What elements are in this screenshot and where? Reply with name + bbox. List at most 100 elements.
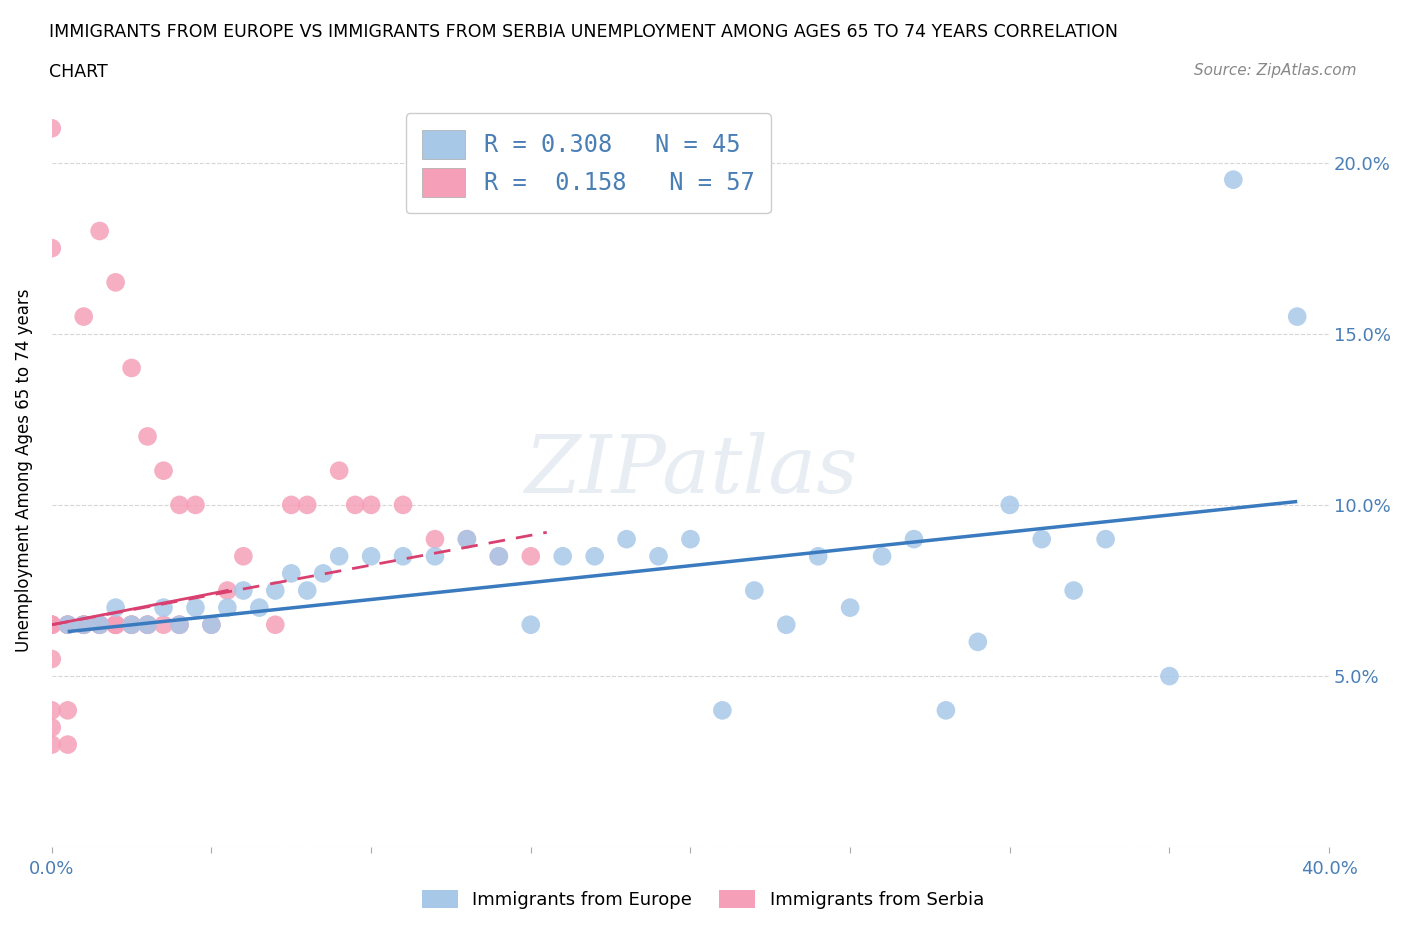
Point: [169, 618, 191, 632]
Y-axis label: Unemployment Among Ages 65 to 74 years: Unemployment Among Ages 65 to 74 years: [15, 289, 32, 653]
Point: [232, 549, 254, 564]
Point: [312, 566, 335, 581]
Text: Source: ZipAtlas.com: Source: ZipAtlas.com: [1194, 63, 1357, 78]
Text: ZIPatlas: ZIPatlas: [523, 432, 858, 510]
Point: [89, 618, 111, 632]
Text: CHART: CHART: [49, 63, 108, 81]
Point: [1031, 532, 1053, 547]
Point: [136, 618, 159, 632]
Point: [264, 618, 287, 632]
Point: [104, 275, 127, 290]
Point: [136, 618, 159, 632]
Point: [280, 566, 302, 581]
Point: [104, 618, 127, 632]
Point: [1286, 309, 1309, 324]
Point: [41, 618, 63, 632]
Point: [456, 532, 478, 547]
Point: [488, 549, 510, 564]
Point: [41, 720, 63, 735]
Point: [41, 618, 63, 632]
Point: [89, 618, 111, 632]
Point: [807, 549, 830, 564]
Point: [121, 618, 143, 632]
Point: [169, 498, 191, 512]
Point: [73, 618, 96, 632]
Point: [104, 618, 127, 632]
Point: [742, 583, 765, 598]
Point: [73, 618, 96, 632]
Point: [56, 618, 79, 632]
Point: [360, 549, 382, 564]
Point: [583, 549, 606, 564]
Point: [775, 618, 797, 632]
Point: [392, 498, 415, 512]
Point: [280, 498, 302, 512]
Point: [1159, 669, 1181, 684]
Point: [121, 618, 143, 632]
Point: [104, 618, 127, 632]
Point: [73, 309, 96, 324]
Point: [89, 618, 111, 632]
Point: [551, 549, 574, 564]
Point: [136, 618, 159, 632]
Point: [104, 618, 127, 632]
Point: [152, 463, 174, 478]
Point: [998, 498, 1021, 512]
Point: [679, 532, 702, 547]
Point: [121, 618, 143, 632]
Point: [184, 600, 207, 615]
Point: [121, 618, 143, 632]
Point: [73, 618, 96, 632]
Point: [456, 532, 478, 547]
Point: [152, 618, 174, 632]
Point: [73, 618, 96, 632]
Point: [344, 498, 367, 512]
Point: [200, 618, 222, 632]
Point: [41, 737, 63, 752]
Point: [169, 618, 191, 632]
Point: [104, 600, 127, 615]
Point: [616, 532, 638, 547]
Point: [297, 583, 319, 598]
Point: [264, 583, 287, 598]
Point: [328, 463, 350, 478]
Point: [903, 532, 925, 547]
Point: [41, 618, 63, 632]
Point: [232, 583, 254, 598]
Point: [328, 549, 350, 564]
Point: [647, 549, 669, 564]
Point: [41, 121, 63, 136]
Point: [89, 618, 111, 632]
Point: [423, 549, 446, 564]
Point: [1063, 583, 1085, 598]
Point: [870, 549, 893, 564]
Point: [1222, 172, 1244, 187]
Point: [360, 498, 382, 512]
Point: [89, 223, 111, 238]
Point: [1094, 532, 1116, 547]
Point: [297, 498, 319, 512]
Point: [520, 618, 543, 632]
Point: [56, 618, 79, 632]
Point: [839, 600, 862, 615]
Point: [121, 361, 143, 376]
Legend: R = 0.308   N = 45, R =  0.158   N = 57: R = 0.308 N = 45, R = 0.158 N = 57: [406, 113, 770, 214]
Point: [152, 600, 174, 615]
Point: [56, 703, 79, 718]
Point: [56, 737, 79, 752]
Point: [423, 532, 446, 547]
Point: [935, 703, 957, 718]
Point: [136, 618, 159, 632]
Point: [169, 618, 191, 632]
Point: [56, 618, 79, 632]
Point: [41, 241, 63, 256]
Point: [966, 634, 988, 649]
Point: [247, 600, 270, 615]
Point: [41, 618, 63, 632]
Point: [711, 703, 734, 718]
Point: [73, 618, 96, 632]
Point: [520, 549, 543, 564]
Point: [217, 600, 239, 615]
Point: [217, 583, 239, 598]
Point: [41, 703, 63, 718]
